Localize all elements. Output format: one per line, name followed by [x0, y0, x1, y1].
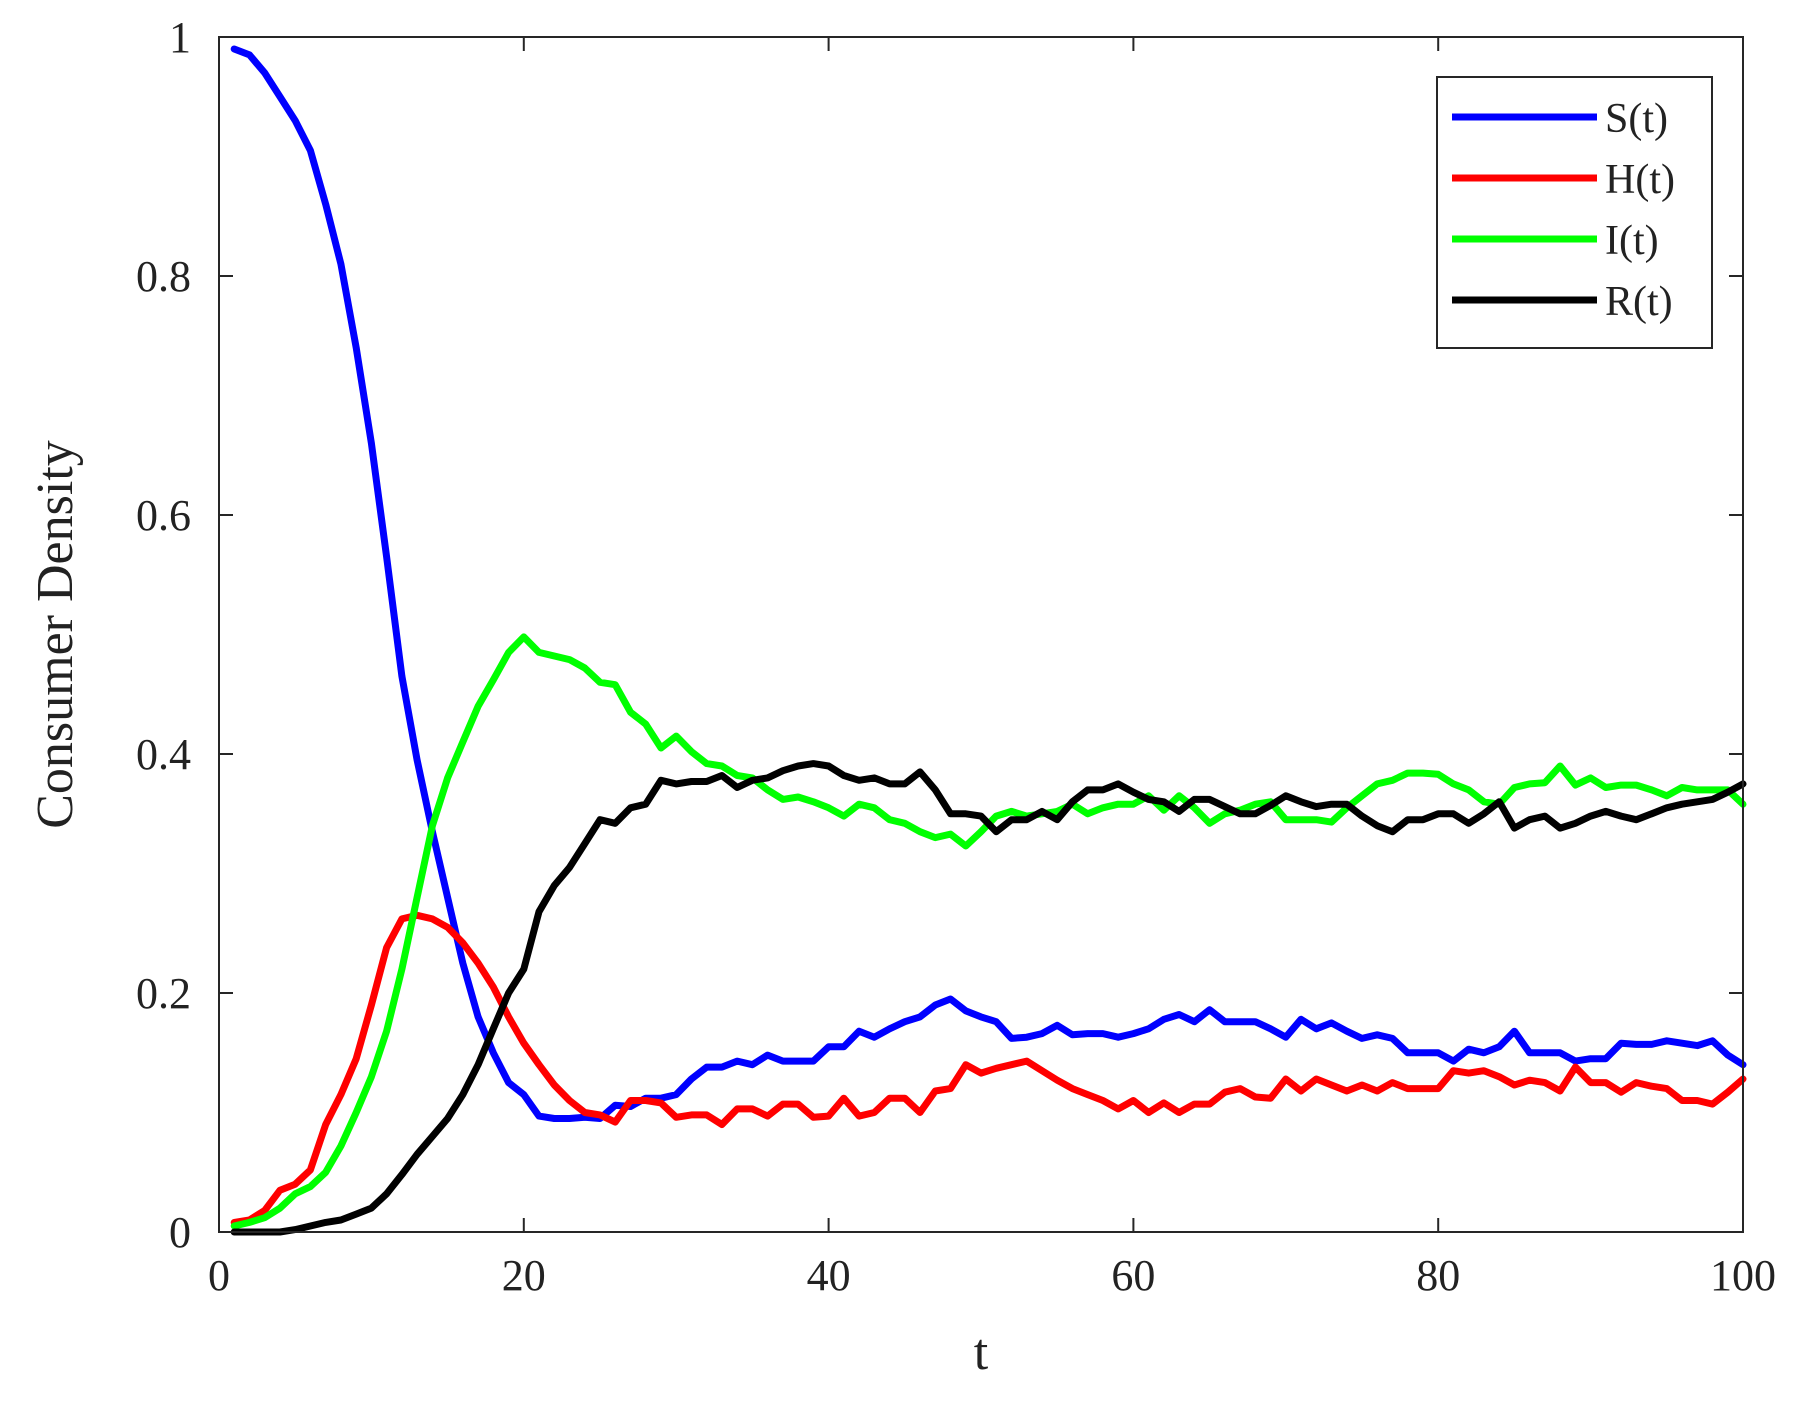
y-tick-label: 0.4 — [136, 730, 191, 779]
plot-frame — [218, 36, 1744, 1233]
x-tick-label: 60 — [1111, 1251, 1155, 1300]
y-axis-label: Consumer Density — [27, 440, 84, 829]
x-tick-label: 100 — [1710, 1251, 1776, 1300]
legend-label-1: H(t) — [1605, 157, 1675, 203]
x-tick-label: 0 — [208, 1251, 230, 1300]
series-layer — [230, 45, 1747, 1236]
tick-layer: 0 20 40 60 80 100 0 0.2 0.4 0.6 0.8 1 — [136, 13, 1776, 1300]
y-tick-label: 0.2 — [136, 969, 191, 1018]
x-tick-label: 40 — [807, 1251, 851, 1300]
y-tick-label: 1 — [169, 13, 191, 62]
y-tick-label: 0.8 — [136, 252, 191, 301]
legend-label-2: I(t) — [1605, 218, 1659, 264]
x-tick-label: 20 — [502, 1251, 546, 1300]
legend: S(t) H(t) I(t) R(t) — [1436, 76, 1713, 349]
legend-label-3: R(t) — [1605, 279, 1673, 325]
x-axis-label: t — [974, 1324, 989, 1381]
legend-label-0: S(t) — [1605, 96, 1668, 142]
x-tick-label: 80 — [1416, 1251, 1460, 1300]
y-tick-label: 0.6 — [136, 491, 191, 540]
y-tick-label: 0 — [169, 1208, 191, 1257]
series-line-3 — [230, 760, 1747, 1236]
series-line-0 — [230, 45, 1747, 1122]
series-line-1 — [230, 911, 1747, 1226]
